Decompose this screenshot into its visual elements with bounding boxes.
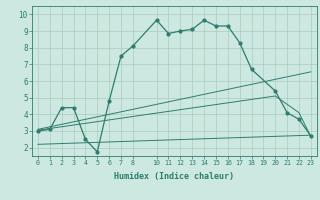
X-axis label: Humidex (Indice chaleur): Humidex (Indice chaleur) [115, 172, 234, 181]
